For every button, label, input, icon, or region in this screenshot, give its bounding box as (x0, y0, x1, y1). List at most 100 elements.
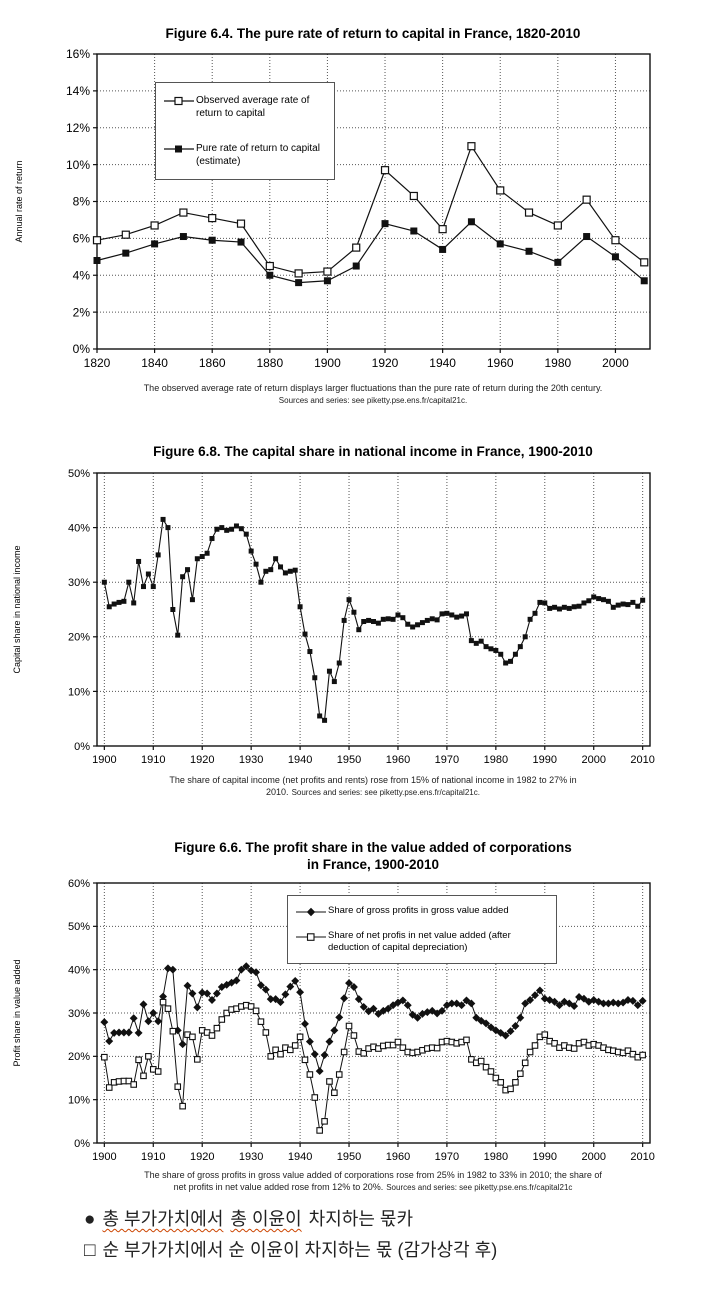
caption-sources: Sources and series: see piketty.pse.ens.… (291, 788, 480, 797)
chart-title-line1: Figure 6.6. The profit share in the valu… (174, 840, 572, 855)
chart-title-figure-6-4: Figure 6.4. The pure rate of return to c… (36, 25, 710, 42)
svg-text:1990: 1990 (533, 754, 557, 766)
svg-text:16%: 16% (66, 47, 90, 61)
korean-note-seg3: 차지하는 몫카 (308, 1209, 414, 1229)
figure-6-6-block: Figure 6.6. The profit share in the valu… (0, 839, 713, 1194)
series-0 (101, 516, 646, 723)
chart-title-line1: Figure 6.8. The capital share in nationa… (153, 444, 593, 459)
figure-6-8-caption: The share of capital income (net profits… (36, 774, 710, 799)
svg-text:2000: 2000 (602, 356, 629, 370)
svg-text:8%: 8% (73, 195, 91, 209)
svg-text:0%: 0% (73, 342, 91, 356)
figure-6-8-plot: 0% 10% 20% 30% 40% 50% 1900 1910 1920 1930 1940 195… (12, 468, 655, 766)
svg-text:60%: 60% (68, 878, 90, 890)
korean-note-seg1: 총 부가가치에서 (102, 1209, 224, 1229)
y-axis-title: Annual rate of return (14, 160, 24, 242)
y-axis-title: Capital share in national income (12, 545, 22, 673)
x-axis: 1820 1840 1860 1880 1900 1920 1940 1960 1980 2000 (84, 349, 629, 370)
svg-text:0%: 0% (74, 741, 90, 753)
plot-border (96, 472, 651, 747)
svg-text:1900: 1900 (314, 356, 341, 370)
korean-note-seg2: 총 이윤이 (230, 1209, 302, 1229)
legend-label-net: Share of net profis in net value added (… (328, 930, 511, 953)
open-square-marker-icon (296, 930, 328, 942)
svg-text:2000: 2000 (581, 1151, 605, 1163)
svg-text:1940: 1940 (288, 1151, 312, 1163)
korean-note-gross: ● 총 부가가치에서 총 이윤이 차지하는 몫카 (84, 1204, 713, 1235)
caption-text-2: 2010. (266, 787, 289, 797)
svg-text:1950: 1950 (337, 1151, 361, 1163)
y-axis: 0% 10% 20% 30% 40% 50% 60% (68, 878, 97, 1150)
svg-text:20%: 20% (68, 632, 90, 644)
legend-label-pure: Pure rate of return to capital (estimate… (196, 143, 320, 167)
figure-6-6-plot: 0% 10% 20% 30% 40% 50% 60% 1900 1910 1920 1930 1940… (12, 878, 655, 1163)
svg-text:50%: 50% (68, 921, 90, 933)
svg-text:1960: 1960 (487, 356, 514, 370)
svg-text:4%: 4% (73, 268, 91, 282)
svg-text:2%: 2% (73, 305, 91, 319)
svg-text:1860: 1860 (199, 356, 226, 370)
figure-6-4-plot: 0% 2% 4% 6% 8% 10% 12% 14% 16% 1820 1840 1860 1880 19… (14, 47, 651, 370)
filled-diamond-marker-icon (296, 905, 328, 917)
svg-text:1950: 1950 (337, 754, 361, 766)
svg-text:10%: 10% (66, 158, 90, 172)
series-1 (101, 998, 646, 1134)
svg-text:1920: 1920 (372, 356, 399, 370)
svg-text:0%: 0% (74, 1138, 90, 1150)
x-axis: 1900 1910 1920 1930 1940 1950 1960 1970 1980 1990… (92, 1143, 655, 1163)
korean-note-net-text: 순 부가가치에서 순 이윤이 차지하는 몫 (감가상각 후) (102, 1240, 498, 1260)
filled-square-marker-icon (164, 142, 196, 154)
legend-entry-pure: Pure rate of return to capital (estimate… (164, 142, 326, 168)
figure-6-6-legend: Share of gross profits in gross value ad… (287, 895, 557, 964)
svg-text:12%: 12% (66, 121, 90, 135)
svg-text:1970: 1970 (435, 1151, 459, 1163)
y-axis: 0% 2% 4% 6% 8% 10% 12% 14% 16% (66, 47, 97, 356)
svg-text:1970: 1970 (435, 754, 459, 766)
open-square-marker-icon (164, 94, 196, 106)
legend-entry-net: Share of net profis in net value added (… (296, 930, 548, 954)
svg-text:1920: 1920 (190, 1151, 214, 1163)
svg-text:20%: 20% (68, 1051, 90, 1063)
caption-text: The share of capital income (net profits… (169, 775, 577, 785)
chart-title-figure-6-6: Figure 6.6. The profit share in the valu… (36, 839, 710, 873)
figure-6-4-caption: The observed average rate of return disp… (36, 382, 710, 407)
svg-text:6%: 6% (73, 232, 91, 246)
svg-text:1940: 1940 (288, 754, 312, 766)
svg-text:1980: 1980 (544, 356, 571, 370)
y-axis-title: Profit share in value added (12, 959, 22, 1066)
legend-label-observed: Observed average rate of return to capit… (196, 95, 310, 119)
svg-text:2010: 2010 (630, 1151, 654, 1163)
chart-title-figure-6-8: Figure 6.8. The capital share in nationa… (36, 443, 710, 460)
series-0 (100, 962, 647, 1076)
svg-text:1900: 1900 (92, 1151, 116, 1163)
svg-text:1930: 1930 (239, 754, 263, 766)
svg-text:2000: 2000 (581, 754, 605, 766)
svg-text:1960: 1960 (386, 1151, 410, 1163)
svg-text:40%: 40% (68, 965, 90, 977)
svg-text:1960: 1960 (386, 754, 410, 766)
open-square-bullet-icon: □ (84, 1240, 96, 1261)
series-1 (93, 218, 648, 287)
svg-text:1910: 1910 (141, 1151, 165, 1163)
svg-text:1820: 1820 (84, 356, 111, 370)
svg-text:10%: 10% (68, 686, 90, 698)
caption-text-2: net profits in net value added rose from… (173, 1182, 384, 1192)
caption-text: The observed average rate of return disp… (143, 383, 603, 393)
korean-notes: ● 총 부가가치에서 총 이윤이 차지하는 몫카 □ 순 부가가치에서 순 이윤이 차지… (84, 1204, 713, 1266)
figure-6-6-caption: The share of gross profits in gross valu… (36, 1169, 710, 1194)
legend-entry-gross: Share of gross profits in gross value ad… (296, 905, 548, 917)
chart-title-line2: in France, 1900-2010 (306, 857, 440, 872)
figure-6-6-chart-area: 0% 10% 20% 30% 40% 50% 60% 1900 1910 1920 1930 1940… (0, 873, 713, 1163)
svg-text:1990: 1990 (533, 1151, 557, 1163)
svg-text:1930: 1930 (239, 1151, 263, 1163)
svg-text:1980: 1980 (484, 754, 508, 766)
y-axis: 0% 10% 20% 30% 40% 50% (68, 468, 97, 753)
svg-text:1940: 1940 (429, 356, 456, 370)
figure-6-4-chart-area: 0% 2% 4% 6% 8% 10% 12% 14% 16% 1820 1840 1860 1880 19… (0, 42, 713, 374)
svg-text:1840: 1840 (141, 356, 168, 370)
legend-label-gross: Share of gross profits in gross value ad… (328, 905, 509, 916)
svg-text:14%: 14% (66, 84, 90, 98)
caption-sources: Sources and series: see piketty.pse.ens.… (386, 1183, 573, 1192)
svg-text:1900: 1900 (92, 754, 116, 766)
svg-text:50%: 50% (68, 468, 90, 480)
